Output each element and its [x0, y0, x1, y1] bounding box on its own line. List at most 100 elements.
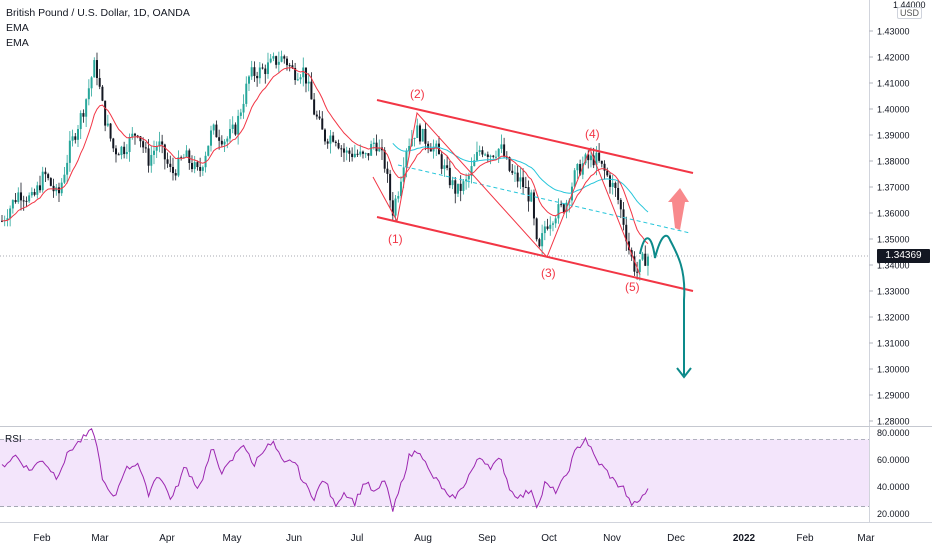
candle-body: [82, 113, 85, 117]
ema-legend-1[interactable]: EMA: [6, 22, 29, 34]
candle-body: [250, 67, 253, 77]
candle-body: [589, 155, 592, 161]
candle-body: [199, 167, 202, 171]
chart-title[interactable]: British Pound / U.S. Dollar, 1D, OANDA: [6, 7, 190, 19]
rsi-line: [1, 428, 649, 512]
candle-body: [587, 154, 590, 161]
candle-body: [359, 151, 362, 155]
candle-body: [114, 148, 117, 155]
ema-slow-line: [392, 142, 649, 213]
price-tick-label: 1.33000: [877, 287, 910, 297]
candle-body: [608, 175, 611, 187]
candle-body: [291, 65, 294, 69]
candle-body: [133, 133, 136, 136]
channel-upper-line[interactable]: [376, 99, 694, 174]
candle-body: [277, 61, 280, 65]
candle-body: [264, 68, 267, 75]
candle-body: [332, 135, 335, 142]
candle-body: [456, 183, 459, 194]
candle-body: [532, 192, 535, 219]
rsi-axis[interactable]: 20.0000 40.0000 60.0000 80.0000: [877, 428, 910, 519]
candle-body: [429, 148, 432, 152]
candle-body: [391, 200, 394, 216]
candle-body: [619, 199, 622, 210]
ema-fast-line: [1, 67, 649, 244]
candle-body: [304, 67, 307, 84]
candle-body: [470, 166, 473, 176]
channel-mid-line[interactable]: [397, 164, 691, 234]
candle-body: [473, 160, 476, 167]
time-tick-label: Dec: [667, 533, 685, 544]
candle-body: [266, 62, 269, 75]
candle-body: [383, 150, 386, 169]
rsi-band: [0, 439, 869, 507]
candle-body: [117, 154, 120, 156]
time-axis[interactable]: Feb Mar Apr May Jun Jul Aug Sep Oct Nov Dec 2022 Feb…: [33, 533, 875, 544]
candle-body: [386, 168, 389, 174]
candle-body: [104, 100, 107, 126]
candle-body: [150, 154, 153, 166]
candle-body: [334, 141, 337, 143]
candle-body: [120, 146, 123, 156]
candle-body: [459, 183, 462, 191]
candle-body: [136, 135, 139, 137]
candle-body: [193, 162, 196, 170]
rsi-legend[interactable]: RSI: [5, 434, 22, 445]
price-tick-label: 1.31000: [877, 339, 910, 349]
price-axis[interactable]: 1.28000 1.29000 1.30000 1.31000 1.32000 1.330…: [869, 0, 926, 427]
wave-lines[interactable]: [372, 111, 641, 276]
price-tick-label: 1.38000: [877, 157, 910, 167]
candle-body: [427, 143, 430, 149]
candle-body: [79, 113, 82, 130]
candle-body: [625, 224, 628, 242]
rsi-tick-label: 60.0000: [877, 455, 910, 465]
candle-body: [492, 155, 495, 157]
candle-body: [554, 218, 557, 224]
candle-body: [522, 177, 525, 188]
candle-body: [57, 187, 60, 194]
candle-body: [1, 220, 3, 222]
candle-body: [418, 125, 421, 142]
candle-body: [516, 172, 519, 182]
candle-body: [237, 115, 240, 135]
candle-body: [424, 128, 427, 144]
candle-body: [562, 204, 565, 213]
chart-legend[interactable]: British Pound / U.S. Dollar, 1D, OANDA E…: [6, 6, 190, 51]
time-tick-label: Feb: [796, 533, 814, 544]
projection-path[interactable]: [639, 234, 686, 375]
ema-legend-2[interactable]: EMA: [6, 37, 29, 49]
currency-badge[interactable]: USD: [897, 7, 923, 19]
candle-body: [209, 130, 212, 146]
bullish-arrow[interactable]: [668, 188, 689, 230]
candle-body: [247, 76, 250, 84]
candle-body: [296, 79, 299, 81]
candle-body: [171, 166, 174, 174]
candle-body: [166, 159, 169, 164]
candle-body: [508, 157, 511, 171]
candle-body: [163, 144, 166, 160]
candle-body: [142, 141, 145, 148]
candle-body: [576, 164, 579, 171]
candle-body: [256, 75, 259, 79]
candle-body: [348, 150, 351, 154]
candle-body: [505, 156, 508, 158]
candle-body: [394, 198, 397, 216]
candle-body: [147, 148, 150, 166]
candle-body: [231, 124, 234, 129]
candle-body: [364, 153, 367, 155]
candle-body: [432, 146, 435, 152]
candle-body: [90, 77, 93, 89]
time-tick-label: Mar: [857, 533, 875, 544]
candle-body: [275, 56, 278, 65]
channel-lower-line[interactable]: [376, 216, 694, 292]
candle-body: [315, 114, 318, 117]
candle-body: [478, 150, 481, 152]
candlesticks: [1, 50, 649, 281]
wave-label-4: (4): [585, 127, 600, 141]
candle-body: [215, 124, 218, 138]
candle-body: [180, 157, 183, 159]
candle-body: [128, 136, 131, 153]
candle-body: [226, 138, 229, 142]
candle-body: [161, 141, 164, 145]
